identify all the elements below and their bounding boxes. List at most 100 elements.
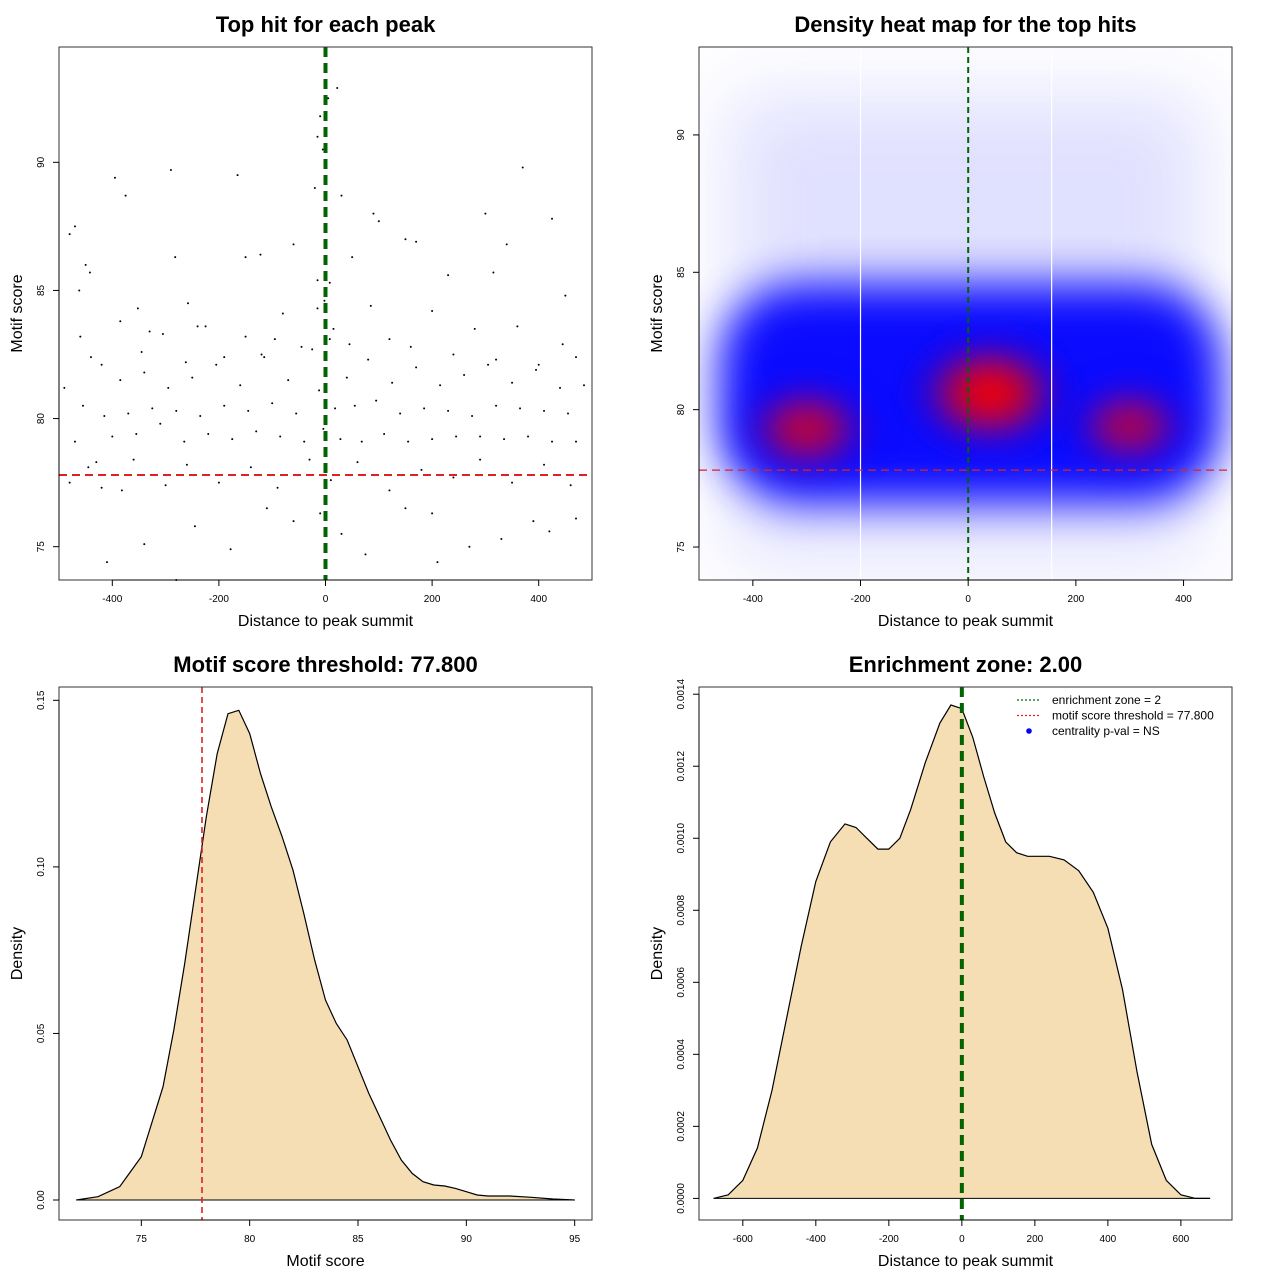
y-tick-label: 80 (36, 413, 47, 425)
data-point (271, 402, 274, 405)
y-tick-label: 75 (676, 541, 687, 553)
data-point (151, 407, 154, 410)
density-curve (76, 709, 575, 1201)
panel-4: -600 -400 -200 0 200 400 600 0.0000 0.0002 0.0004… (649, 652, 1233, 1270)
data-point (259, 253, 262, 256)
data-point (334, 407, 337, 410)
data-point (492, 271, 495, 274)
data-point (436, 561, 439, 564)
data-point (340, 194, 343, 197)
data-point (73, 440, 76, 443)
data-point (388, 489, 391, 492)
data-point (215, 363, 218, 366)
data-point (511, 381, 514, 384)
data-point (463, 374, 466, 376)
data-point (105, 561, 108, 564)
x-tick-label: 0 (323, 594, 329, 605)
density-peak (889, 320, 1090, 467)
data-point (316, 307, 319, 310)
density-fill (76, 710, 575, 1200)
x-tick-label: 90 (461, 1234, 473, 1245)
x-axis-label: Distance to peak summit (878, 613, 1054, 630)
chart-title: Motif score threshold: 77.800 (173, 652, 477, 677)
y-tick-label: 0.0008 (676, 895, 687, 926)
data-point (468, 545, 471, 548)
x-tick-label: -200 (851, 594, 871, 605)
data-point (68, 233, 71, 236)
data-point (535, 368, 538, 371)
data-point (281, 312, 284, 315)
points (63, 87, 586, 581)
data-point (81, 404, 84, 407)
data-point (383, 432, 386, 435)
panel-1: -400 -200 0 200 400 75 80 85 90 Top hit for each … (9, 12, 593, 630)
x-tick-label: -200 (209, 594, 229, 605)
data-point (479, 458, 482, 461)
y-tick-label: 0.00 (36, 1190, 47, 1210)
data-point (348, 343, 351, 346)
data-point (300, 345, 303, 348)
data-point (79, 335, 82, 338)
data-point (295, 412, 298, 415)
data-point (287, 379, 290, 382)
legend-label: motif score threshold = 77.800 (1052, 709, 1214, 723)
data-point (511, 481, 514, 484)
data-point (415, 366, 418, 369)
data-point (505, 243, 508, 246)
data-point (249, 466, 252, 469)
data-point (323, 299, 326, 302)
data-point (223, 356, 226, 359)
y-tick-label: 90 (36, 156, 47, 168)
data-point (68, 481, 71, 484)
density-peak (1052, 369, 1208, 483)
chart-title: Enrichment zone: 2.00 (849, 652, 1083, 677)
data-point (356, 461, 359, 464)
data-point (186, 302, 189, 305)
x-tick-label: 200 (424, 594, 441, 605)
data-point (503, 438, 506, 441)
data-point (543, 463, 546, 466)
y-tick-label: 90 (676, 129, 687, 141)
data-point (239, 384, 242, 387)
data-point (193, 525, 196, 528)
data-point (89, 356, 92, 359)
data-point (191, 376, 194, 379)
data-point (95, 461, 98, 464)
data-point (399, 412, 402, 415)
data-point (88, 271, 91, 274)
y-axis: 0.0000 0.0002 0.0004 0.0006 0.0008 0.0010 0.00… (676, 678, 700, 1214)
data-point (204, 325, 207, 328)
data-point (583, 384, 586, 387)
x-axis: 75 80 85 90 95 (136, 1219, 581, 1245)
data-point (447, 274, 450, 277)
x-tick-label: 85 (352, 1234, 364, 1245)
y-axis-label: Density (649, 927, 666, 980)
legend-label: enrichment zone = 2 (1052, 693, 1161, 707)
data-point (316, 279, 319, 282)
x-axis: -400 -200 0 200 400 (102, 579, 547, 605)
data-point (575, 440, 578, 443)
data-point (527, 435, 530, 438)
data-point (263, 356, 266, 359)
legend: enrichment zone = 2 motif score threshold… (1017, 693, 1214, 738)
x-tick-label: 80 (244, 1234, 256, 1245)
data-point (127, 412, 130, 415)
y-tick-label: 80 (676, 404, 687, 416)
data-point (231, 438, 234, 441)
x-tick-label: 200 (1027, 1234, 1044, 1245)
data-point (322, 427, 325, 430)
data-point (551, 217, 554, 220)
data-point (452, 476, 455, 479)
data-point (364, 553, 367, 556)
data-point (431, 309, 434, 312)
data-point (63, 386, 66, 389)
data-point (100, 486, 103, 489)
y-tick-label: 0.0000 (676, 1183, 687, 1214)
data-point (415, 240, 418, 243)
data-point (532, 520, 535, 523)
data-point (244, 335, 247, 338)
data-point (223, 404, 226, 407)
data-point (360, 440, 363, 443)
data-point (567, 412, 570, 415)
x-tick-label: 200 (1068, 594, 1085, 605)
